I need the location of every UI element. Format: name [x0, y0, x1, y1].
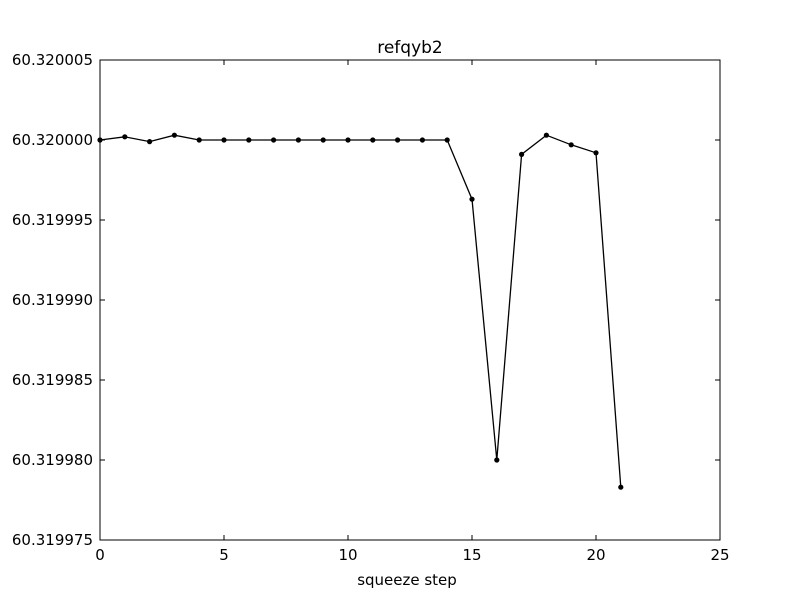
- ticks-layer: 0 5 10 15 20 25 60.319975 60.319980 60.319985 60.…: [12, 51, 730, 564]
- y-tick-label: 60.320005: [12, 51, 93, 69]
- data-point: [568, 142, 574, 148]
- data-point: [395, 137, 401, 143]
- x-tick-label: 15: [462, 546, 481, 564]
- series-line: [99, 134, 622, 488]
- data-point: [320, 137, 326, 143]
- x-tick-label: 25: [710, 546, 729, 564]
- y-tick-label: 60.319975: [12, 531, 93, 549]
- data-point: [618, 484, 624, 490]
- data-point: [147, 139, 153, 145]
- y-tick-label: 60.319990: [12, 291, 93, 309]
- y-tick-label: 60.319980: [12, 451, 93, 469]
- data-point: [370, 137, 376, 143]
- data-point: [494, 457, 500, 463]
- data-point: [519, 151, 525, 157]
- data-point: [345, 137, 351, 143]
- data-point: [419, 137, 425, 143]
- data-point: [444, 137, 450, 143]
- data-point: [171, 132, 177, 138]
- data-point: [221, 137, 227, 143]
- data-point: [122, 134, 128, 140]
- data-point: [196, 137, 202, 143]
- chart-title: refqyb2: [377, 38, 443, 58]
- x-tick-label: 10: [338, 546, 357, 564]
- x-axis-label: squeeze step: [357, 571, 457, 589]
- data-point: [593, 150, 599, 156]
- data-point: [271, 137, 277, 143]
- data-point: [295, 137, 301, 143]
- y-tick-label: 60.319985: [12, 371, 93, 389]
- series-layer: [97, 132, 624, 490]
- data-point: [469, 196, 475, 202]
- data-point: [246, 137, 252, 143]
- x-tick-label: 5: [219, 546, 229, 564]
- data-point: [543, 132, 550, 138]
- plot-area-frame: [99, 59, 721, 541]
- x-tick-label: 20: [586, 546, 605, 564]
- x-tick-label: 0: [95, 546, 105, 564]
- y-tick-label: 60.319995: [12, 211, 93, 229]
- y-tick-label: 60.320000: [12, 131, 93, 149]
